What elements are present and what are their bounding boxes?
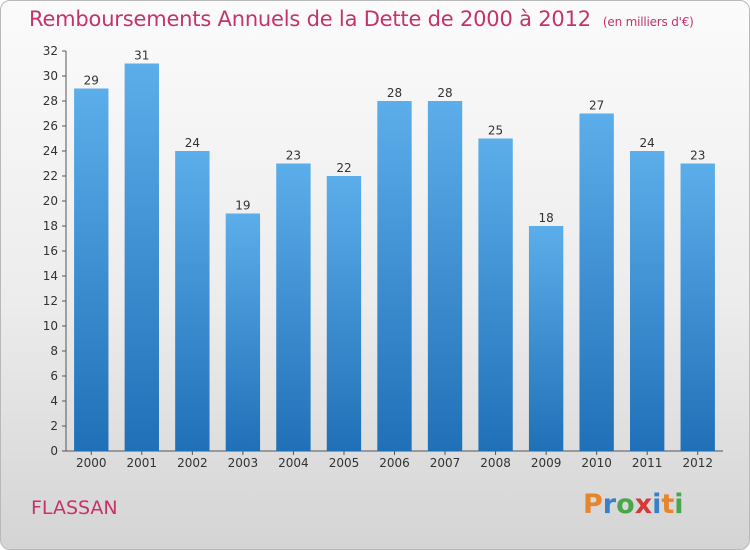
bar-layer: 29 31 24 19 23 22 28 28 25 18 27 24 23 <box>74 49 715 451</box>
y-tick-label: 16 <box>43 244 58 258</box>
y-tick-label: 14 <box>43 269 58 283</box>
chart-unit-label: (en milliers d'€) <box>602 15 694 29</box>
y-tick-label: 2 <box>50 419 58 433</box>
x-tick-label: 2001 <box>127 456 158 470</box>
data-label: 24 <box>640 136 655 150</box>
bar <box>225 213 261 451</box>
bar <box>579 113 614 451</box>
bar <box>478 138 513 451</box>
y-tick-label: 18 <box>43 219 58 233</box>
y-tick-label: 0 <box>50 444 58 458</box>
y-tick-label: 10 <box>43 319 58 333</box>
data-label: 29 <box>84 74 99 88</box>
x-tick-label: 2003 <box>228 456 259 470</box>
bar <box>377 101 412 451</box>
y-tick-label: 26 <box>43 119 58 133</box>
bar <box>528 226 564 451</box>
chart-title-text: Remboursements Annuels de la Dette de 20… <box>29 7 591 31</box>
x-tick-label: 2008 <box>480 456 511 470</box>
logo-letter: i <box>674 489 684 520</box>
x-tick-label: 2012 <box>682 456 713 470</box>
proxiti-logo[interactable]: Proxiti <box>583 489 684 520</box>
bar <box>124 63 159 451</box>
logo-letter: P <box>583 489 603 520</box>
chart-title: Remboursements Annuels de la Dette de 20… <box>29 7 694 31</box>
y-tick-label: 24 <box>43 144 58 158</box>
y-tick-label: 32 <box>43 44 58 58</box>
y-tick-label: 8 <box>50 344 58 358</box>
bar <box>630 151 665 451</box>
y-tick-label: 6 <box>50 369 58 383</box>
data-label: 31 <box>134 49 149 63</box>
y-tick-label: 28 <box>43 94 58 108</box>
y-tick-label: 22 <box>43 169 58 183</box>
bar <box>74 88 109 451</box>
bar <box>680 163 715 451</box>
logo-letter: o <box>616 489 635 520</box>
x-tick-label: 2009 <box>531 456 562 470</box>
bar <box>276 163 311 451</box>
logo-letter: r <box>602 489 617 520</box>
data-label: 25 <box>488 124 503 138</box>
data-label: 28 <box>437 86 452 100</box>
bar <box>326 176 362 451</box>
data-label: 23 <box>690 149 705 163</box>
x-tick-label: 2002 <box>177 456 208 470</box>
bar <box>427 101 463 451</box>
x-tick-label: 2007 <box>430 456 461 470</box>
commune-name: FLASSAN <box>31 497 118 519</box>
data-label: 27 <box>589 99 604 113</box>
x-tick-label: 2000 <box>76 456 107 470</box>
y-tick-label: 12 <box>43 294 58 308</box>
y-tick-label: 20 <box>43 194 58 208</box>
logo-letter: t <box>661 489 675 520</box>
x-tick-label: 2010 <box>581 456 612 470</box>
x-tick-label: 2006 <box>379 456 410 470</box>
y-tick-label: 30 <box>43 69 58 83</box>
x-tick-label: 2005 <box>329 456 360 470</box>
data-label: 23 <box>286 149 301 163</box>
data-label: 22 <box>336 161 351 175</box>
logo-letter: i <box>652 489 662 520</box>
bar <box>175 151 210 451</box>
data-label: 24 <box>185 136 200 150</box>
data-label: 28 <box>387 86 402 100</box>
data-label: 19 <box>235 199 250 213</box>
data-label: 18 <box>538 211 553 225</box>
x-tick-label: 2011 <box>632 456 663 470</box>
logo-letter: x <box>634 489 653 520</box>
x-tick-label: 2004 <box>278 456 309 470</box>
y-tick-label: 4 <box>50 394 58 408</box>
